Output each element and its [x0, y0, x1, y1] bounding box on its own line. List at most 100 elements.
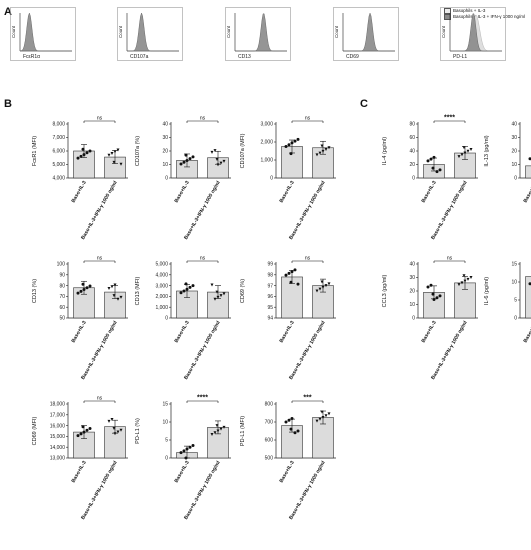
x-category-label: Baso+IL-3+IFN-γ 1000 ng/ml: [288, 459, 327, 520]
y-tick-label: 18,000: [50, 402, 66, 408]
legend-swatch-dark: [444, 14, 451, 20]
data-point: [222, 159, 226, 163]
panel-letter-c: C: [360, 98, 368, 110]
data-point: [88, 149, 92, 153]
x-category-label: Baso+IL-3: [279, 180, 296, 204]
legend-swatch-light: [444, 8, 451, 14]
y-axis-label: CCL3 (pg/ml): [382, 274, 388, 307]
histogram-frame: [440, 7, 506, 61]
x-category-label: Baso+IL-3: [523, 180, 531, 204]
y-axis-label: CD69 (MFI): [32, 416, 38, 445]
histogram-frame: [333, 7, 399, 61]
histogram-marker-label: FcεR1α: [23, 54, 40, 60]
data-point: [293, 139, 297, 143]
data-point: [76, 434, 80, 438]
data-point: [110, 418, 114, 422]
y-axis-label: IL-4 (pg/ml): [382, 137, 388, 165]
histogram-curve-ifng: [235, 13, 287, 52]
x-category-label: Baso+IL-3+IFN-γ 1000 ng/ml: [80, 459, 119, 520]
histogram-marker-label: CD69: [346, 54, 359, 60]
histogram-frame: [225, 7, 291, 61]
histogram-5: Count PD-L1: [440, 7, 506, 61]
y-tick-label: 4,000: [155, 273, 168, 279]
histogram-curve-ifng: [127, 12, 179, 52]
histogram-marker-label: CD107a: [130, 54, 149, 60]
significance-label: ns: [97, 116, 103, 122]
histogram-y-label: Count: [226, 25, 231, 38]
data-point: [528, 157, 531, 161]
y-tick-label: 16,000: [50, 423, 66, 429]
data-point: [438, 168, 442, 172]
data-point: [116, 297, 120, 301]
data-point: [320, 280, 324, 284]
data-point: [182, 289, 186, 293]
y-tick-label: 0: [412, 316, 415, 322]
y-tick-label: 4,000: [52, 176, 65, 182]
y-tick-label: 30: [511, 135, 517, 141]
data-point: [188, 285, 192, 289]
data-point: [460, 281, 464, 285]
data-point: [216, 163, 220, 167]
data-point: [460, 153, 464, 157]
x-category-label: Baso+IL-3: [174, 180, 191, 204]
x-category-label: Baso+IL-3+IFN-γ 1000 ng/ml: [288, 319, 327, 380]
data-point: [287, 271, 291, 275]
data-point: [85, 428, 89, 432]
y-axis-label: IL-13 (pg/ml): [484, 135, 490, 166]
histogram-y-label: Count: [118, 25, 123, 38]
data-point: [79, 289, 83, 293]
data-point: [215, 424, 219, 428]
data-point: [112, 160, 116, 164]
chart-ccl3: 0 10 20 30 40 CCL3 (pg/ml) ns Baso+IL-3Baso+IL-…: [382, 256, 478, 381]
y-tick-label: 5,000: [155, 262, 168, 268]
x-category-label: Baso+IL-3+IFN-γ 1000 ng/ml: [430, 319, 469, 380]
significance-label: ns: [97, 396, 103, 402]
data-point: [320, 410, 324, 414]
y-tick-label: 1,000: [260, 158, 273, 164]
chart-cd13_mfi: 0 1,000 2,000 3,000 4,000 5,000 CD13 (MFI) ns Ba…: [135, 256, 231, 381]
y-tick-label: 0: [165, 176, 168, 182]
significance-label: ns: [305, 256, 311, 262]
y-axis-label: CD69 (%): [240, 279, 246, 303]
histogram-marker-label: CD13: [238, 54, 251, 60]
y-tick-label: 10: [511, 162, 517, 168]
significance-label: ns: [305, 116, 311, 122]
data-point: [284, 145, 288, 148]
data-point: [119, 162, 123, 166]
y-tick-label: 60: [59, 305, 65, 311]
histogram-curve-ifng: [19, 12, 72, 52]
panel-letter-a: A: [4, 6, 12, 18]
y-tick-label: 10: [511, 280, 517, 286]
y-tick-label: 7,000: [52, 135, 65, 141]
data-point: [435, 170, 439, 174]
data-point: [113, 283, 117, 287]
data-point: [185, 158, 189, 162]
data-point: [85, 286, 89, 290]
y-tick-label: 0: [514, 176, 517, 182]
significance-label: ****: [444, 115, 455, 122]
data-point: [528, 282, 531, 286]
data-point: [457, 283, 461, 287]
y-axis-label: CD13 (MFI): [135, 276, 141, 305]
y-tick-label: 17,000: [50, 413, 66, 419]
data-point: [76, 291, 80, 295]
x-category-label: Baso+IL-3: [71, 460, 88, 484]
data-point: [296, 282, 300, 286]
data-point: [289, 427, 293, 431]
x-category-label: Baso+IL-3: [279, 460, 296, 484]
y-tick-label: 700: [265, 420, 274, 426]
panel-letter-b: B: [4, 98, 12, 110]
y-tick-label: 98: [267, 273, 273, 279]
data-point: [284, 273, 288, 277]
y-tick-label: 20: [409, 289, 415, 295]
data-point: [296, 137, 300, 141]
data-point: [79, 432, 83, 436]
chart-il4: 0 20 40 60 80 IL-4 (pg/ml) **** Baso+IL-3Baso+I…: [382, 115, 478, 241]
data-point: [191, 443, 195, 447]
data-point: [438, 294, 442, 298]
data-point: [466, 149, 470, 153]
data-point: [119, 428, 123, 432]
y-tick-label: 0: [412, 176, 415, 182]
x-category-label: Baso+IL-3+IFN-γ 1000 ng/ml: [183, 319, 222, 380]
x-category-label: Baso+IL-3: [421, 180, 438, 204]
